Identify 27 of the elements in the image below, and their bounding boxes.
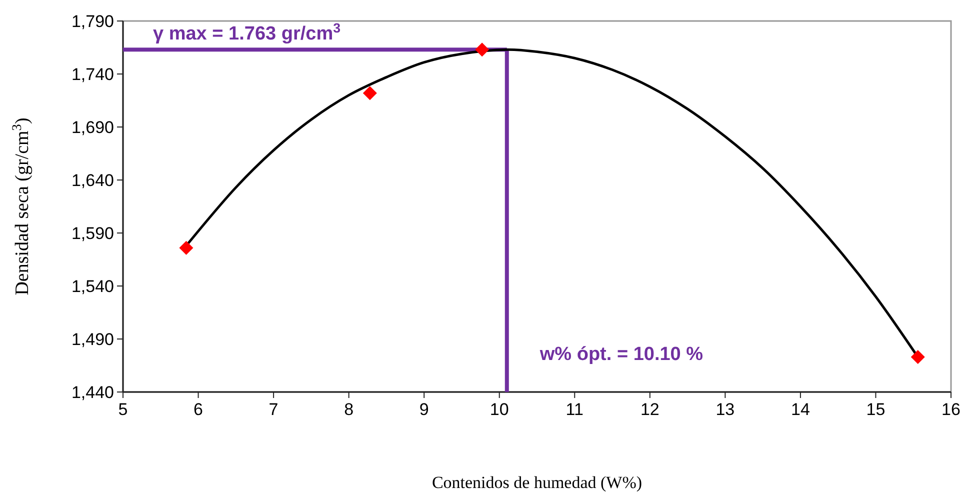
- x-tick-label: 14: [790, 400, 810, 419]
- y-tick-label: 1,490: [71, 330, 114, 349]
- y-tick-label: 1,440: [71, 383, 114, 402]
- x-tick-label: 9: [419, 400, 429, 419]
- annotation: γ max = 1.763 gr/cm$^{3}$: [153, 20, 340, 45]
- y-tick-label: 1,640: [71, 171, 114, 190]
- x-tick-label: 13: [716, 400, 735, 419]
- x-tick-label: 11: [566, 400, 584, 419]
- x-tick-label: 16: [942, 400, 960, 419]
- y-tick-label: 1,740: [71, 65, 114, 84]
- y-tick-label: 1,590: [71, 224, 114, 243]
- annotation: w% ópt. = 10.10 %: [538, 344, 704, 365]
- point: [910, 350, 925, 364]
- y-tick-label: 1,790: [71, 12, 114, 31]
- x-tick-label: 15: [866, 400, 886, 419]
- point: [362, 86, 377, 100]
- y-tick-label: 1,540: [71, 277, 114, 296]
- point: [475, 42, 490, 57]
- x-axis-title: Contenidos de humedad (W%): [432, 473, 642, 492]
- y-tick-label: 1,690: [71, 118, 114, 137]
- x-tick-label: 6: [194, 400, 204, 419]
- x-tick-label: 8: [344, 400, 354, 419]
- x-tick-label: 7: [268, 400, 278, 419]
- x-tick-label: 10: [490, 400, 509, 419]
- x-tick-label: 5: [118, 400, 128, 419]
- point: [179, 240, 194, 255]
- x-tick-label: 12: [640, 400, 660, 419]
